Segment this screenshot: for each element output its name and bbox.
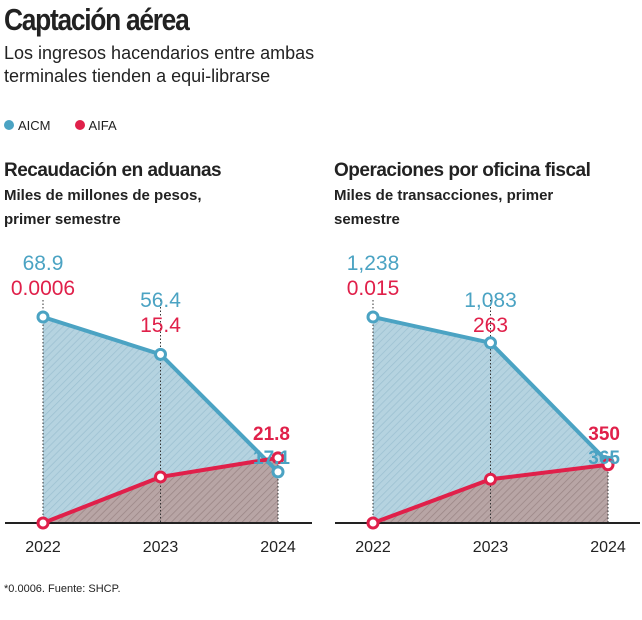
- aicm-point: [484, 336, 497, 350]
- page-title: Captación aérea: [4, 2, 190, 37]
- subtitle: Los ingresos hacendarios entre ambas ter…: [4, 43, 315, 86]
- aifa-data-label: 0.0006: [11, 277, 75, 300]
- aicm-point: [366, 310, 380, 324]
- aicm-data-label: 56.4: [140, 289, 181, 312]
- aifa-point: [271, 451, 285, 465]
- aicm-point: [36, 310, 50, 324]
- aicm-data-label: 68.9: [23, 252, 64, 275]
- chart-subtitle-right: Miles de transacciones, primer semestre: [334, 187, 554, 228]
- chart-title-right: Operaciones por oficina fiscal: [334, 160, 591, 181]
- aifa-data-label: 263: [473, 314, 508, 337]
- legend-aicm: AICM: [4, 118, 51, 133]
- aifa-point: [36, 516, 50, 530]
- aifa-data-label: 21.8: [253, 424, 290, 445]
- aifa-data-label: 0.015: [347, 277, 400, 300]
- x-tick-label: 2022: [25, 539, 61, 556]
- aicm-point: [154, 347, 167, 361]
- legend-aifa: AIFA: [74, 118, 117, 133]
- legend: AICM AIFA: [4, 118, 117, 133]
- aifa-point: [601, 458, 615, 472]
- legend-label: AICM: [18, 118, 51, 133]
- aicm-point: [271, 465, 285, 479]
- aifa-point: [484, 472, 497, 486]
- aicm-data-label: 1,238: [347, 252, 400, 275]
- aicm-data-label: 365: [588, 448, 620, 469]
- aifa-point: [154, 470, 167, 484]
- aicm-data-label: 17.1: [253, 448, 290, 469]
- legend-label: AIFA: [88, 118, 117, 133]
- aicm-data-label: 1,083: [464, 289, 517, 312]
- chart-subtitle-left: Miles de millones de pesos, primer semes…: [4, 187, 202, 228]
- footnote: *0.0006. Fuente: SHCP.: [4, 583, 121, 595]
- x-tick-label: 2024: [590, 539, 626, 556]
- x-tick-label: 2022: [355, 539, 391, 556]
- x-tick-label: 2024: [260, 539, 296, 556]
- aifa-point: [366, 516, 380, 530]
- chart-title-left: Recaudación en aduanas: [4, 160, 222, 181]
- aifa-data-label: 350: [588, 424, 620, 445]
- x-tick-label: 2023: [143, 539, 179, 556]
- aifa-data-label: 15.4: [140, 314, 181, 337]
- x-tick-label: 2023: [473, 539, 509, 556]
